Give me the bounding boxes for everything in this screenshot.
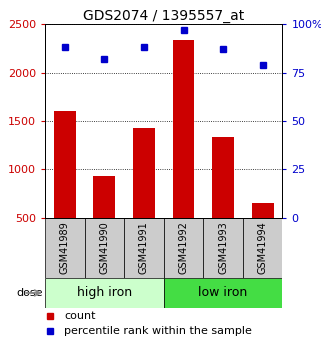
Text: percentile rank within the sample: percentile rank within the sample [64,326,252,336]
Bar [93,176,115,218]
Bar [133,128,155,218]
Text: high iron: high iron [77,286,132,299]
Text: GSM41993: GSM41993 [218,221,228,274]
Bar [164,218,203,278]
Bar [45,218,84,278]
Bar [164,278,282,308]
Text: low iron: low iron [198,286,248,299]
Bar [243,218,282,278]
Bar [212,137,234,218]
Text: GSM41991: GSM41991 [139,221,149,274]
Title: GDS2074 / 1395557_at: GDS2074 / 1395557_at [83,9,244,23]
Bar [203,218,243,278]
Text: GSM41990: GSM41990 [99,221,109,274]
Text: GSM41994: GSM41994 [258,221,268,274]
Bar [252,203,273,218]
Bar [124,218,164,278]
Text: GSM41989: GSM41989 [60,221,70,274]
Text: dose: dose [16,288,43,298]
Text: GSM41992: GSM41992 [178,221,188,274]
Text: count: count [64,310,95,321]
Bar [84,218,124,278]
Bar [173,40,195,218]
Bar [54,111,76,218]
Bar [45,278,164,308]
